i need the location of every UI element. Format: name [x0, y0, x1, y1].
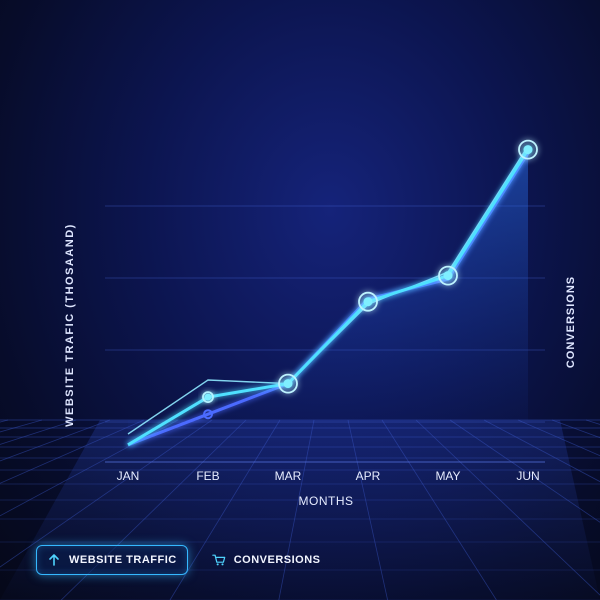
- x-tick-label: JUN: [516, 469, 539, 483]
- x-axis-label: MONTHS: [298, 494, 354, 508]
- floor-grid-line: [169, 419, 281, 600]
- x-tick-label: FEB: [196, 469, 219, 483]
- arrow-up-icon: [47, 553, 61, 567]
- x-tick-label: JAN: [117, 469, 140, 483]
- traffic-point: [283, 379, 293, 389]
- shopping-cart-icon: [211, 553, 226, 567]
- series-lines: [127, 145, 530, 447]
- traffic-point-ring: [358, 291, 378, 312]
- traffic-point: [363, 297, 373, 307]
- traffic-point-ring: [278, 373, 298, 394]
- legend-conversions-button[interactable]: CONVERSIONS: [202, 545, 331, 575]
- floor-grid-line: [0, 419, 213, 568]
- floor-grid-line: [415, 419, 600, 596]
- x-tick-label: MAR: [275, 469, 302, 483]
- floor-grid-line: [0, 419, 179, 517]
- traffic-point-ring: [518, 139, 538, 160]
- series-points: [202, 139, 538, 420]
- y-axis-label-left: WEBSITE TRAFIC (THOSAAND): [64, 223, 76, 427]
- floor-grid-line: [517, 419, 600, 457]
- traffic-point: [443, 271, 453, 281]
- floor-grid-line: [0, 419, 145, 484]
- traffic-point: [523, 145, 533, 155]
- y-axis-label-right: CONVERSIONS: [565, 275, 577, 369]
- x-tick-label: MAY: [435, 469, 460, 483]
- traffic-point: [204, 393, 212, 401]
- floor-grid-line: [347, 419, 388, 600]
- traffic-area-fill: [128, 146, 528, 434]
- floor-grid-line: [278, 419, 315, 600]
- floor-grid-line: [381, 419, 497, 600]
- conversions-point: [203, 409, 213, 420]
- legend: WEBSITE TRAFFIC CONVERSIONS: [36, 545, 331, 575]
- area-fill: [128, 146, 528, 434]
- legend-website-traffic-button[interactable]: WEBSITE TRAFFIC: [36, 545, 188, 575]
- x-axis-ticks: JAN FEB MAR APR MAY JUN: [105, 461, 545, 483]
- floor-grid-line: [483, 419, 600, 483]
- traffic-line: [127, 148, 530, 447]
- traffic-point-ring: [438, 265, 458, 286]
- floor-grid-line: [449, 419, 600, 523]
- traffic-point-ring: [202, 391, 214, 404]
- floor-grid-line: [0, 419, 111, 462]
- legend-conversions-label: CONVERSIONS: [233, 554, 321, 566]
- x-tick-label: APR: [356, 469, 381, 483]
- legend-website-traffic-label: WEBSITE TRAFFIC: [69, 554, 177, 566]
